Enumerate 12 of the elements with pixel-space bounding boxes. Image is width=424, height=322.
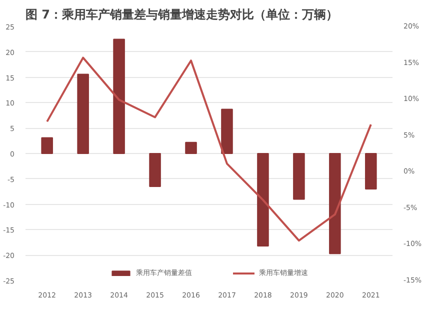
bar: [185, 142, 197, 154]
line-series: [46, 56, 372, 242]
bar: [113, 38, 125, 154]
chart-title: 图 7：乘用车产销量差与销量增速走势对比（单位：万辆）: [26, 8, 338, 22]
bar: [221, 108, 233, 154]
bar: [149, 153, 161, 188]
bar: [257, 153, 269, 246]
bar: [293, 153, 305, 200]
bar: [77, 74, 89, 154]
bar: [365, 153, 377, 190]
bar: [41, 137, 53, 154]
bar: [329, 153, 341, 254]
